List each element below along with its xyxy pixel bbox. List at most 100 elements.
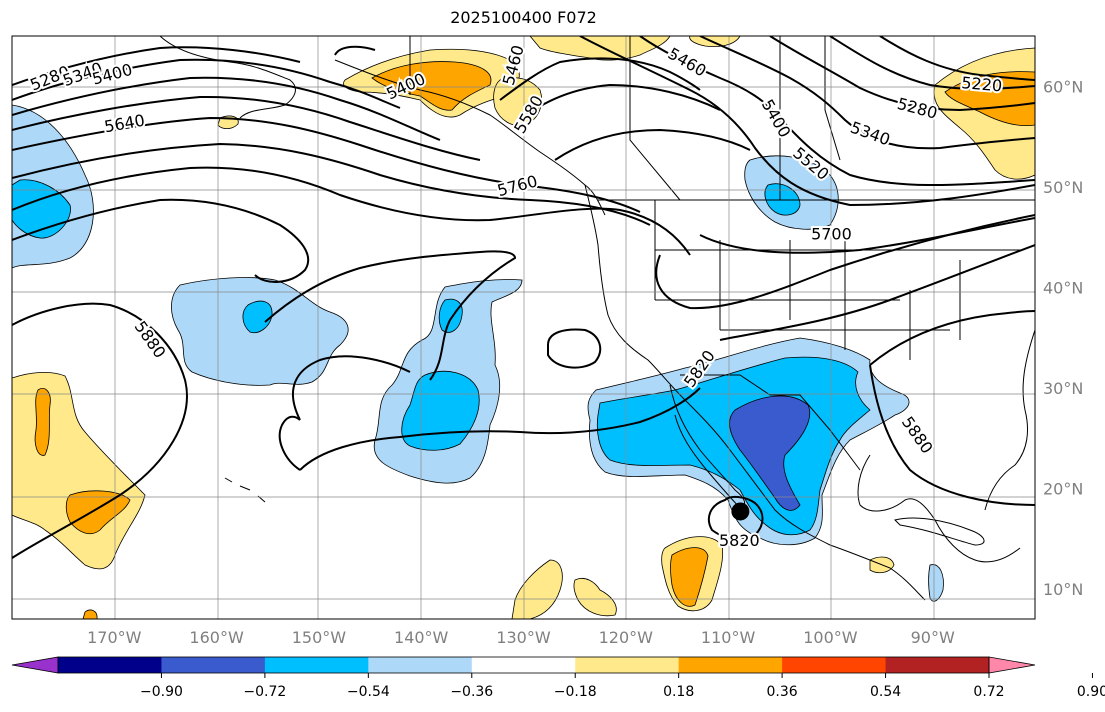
latitude-tick-label: 30°N xyxy=(1043,379,1083,398)
state-border xyxy=(654,200,1020,360)
map-frame xyxy=(11,35,1036,620)
storm-center-marker xyxy=(731,502,750,521)
latitude-labels: 60°N 50°N 40°N 30°N 20°N 10°N xyxy=(1043,77,1083,599)
latitude-tick-label: 40°N xyxy=(1043,278,1083,297)
negative-anomaly-region xyxy=(242,300,273,334)
contour-line xyxy=(719,244,1035,341)
colorbar-tick-label: 0.54 xyxy=(870,684,901,700)
colorbar-segment xyxy=(782,657,887,673)
negative-anomaly-region xyxy=(729,395,811,511)
contour-line xyxy=(879,36,1035,81)
baja-coastline xyxy=(669,384,746,509)
contour-label: 5220 xyxy=(961,73,1003,95)
positive-anomaly-region xyxy=(371,61,492,111)
positive-anomaly-region xyxy=(670,547,709,607)
colorbar-segment xyxy=(885,657,990,673)
longitude-tick-label: 90°W xyxy=(911,628,955,647)
colorbar-segment xyxy=(575,657,680,673)
contour-line xyxy=(12,116,641,213)
contour-line xyxy=(12,166,691,256)
contour-line xyxy=(554,128,751,161)
colorbar-tick-label: −0.90 xyxy=(140,684,183,700)
longitude-tick-label: 160°W xyxy=(189,628,244,647)
contour-line xyxy=(829,36,1035,90)
colorbar-segment xyxy=(264,657,369,673)
gulf-coastline xyxy=(857,454,1021,563)
contour-line xyxy=(291,355,411,421)
colorbar-tick-label: −0.36 xyxy=(450,684,493,700)
negative-anomaly-region xyxy=(928,564,944,602)
contour-line xyxy=(334,45,701,101)
longitude-tick-label: 170°W xyxy=(87,628,142,647)
positive-anomaly-region xyxy=(82,609,98,619)
colorbar-tick-label: −0.18 xyxy=(554,684,597,700)
contour-line xyxy=(12,76,441,141)
canada-coastline xyxy=(584,184,926,601)
colorbar-segment xyxy=(161,657,266,673)
colorbar-tick-label: 0.18 xyxy=(663,684,694,700)
positive-anomaly-region xyxy=(573,577,617,617)
colorbar-tick-label: 0.72 xyxy=(973,684,1004,700)
latitude-tick-label: 10°N xyxy=(1043,580,1083,599)
contour-line xyxy=(639,36,1035,186)
contour-line xyxy=(769,36,1035,112)
height-contours xyxy=(12,36,1035,559)
contour-line xyxy=(699,217,1035,254)
negative-anomaly-region xyxy=(764,183,801,216)
positive-anomaly-region xyxy=(65,490,131,535)
colorbar-tick-label: 0.36 xyxy=(767,684,798,700)
longitude-tick-label: 120°W xyxy=(599,628,654,647)
contour-line xyxy=(519,83,721,121)
contour-line xyxy=(299,387,701,471)
colorbar-extend-high xyxy=(988,656,1036,674)
contour-line xyxy=(12,95,481,161)
positive-anomaly-region xyxy=(511,559,563,619)
colorbar-tick-label: −0.72 xyxy=(243,684,286,700)
east-coastline xyxy=(984,329,1035,511)
contour-line xyxy=(12,58,401,109)
positive-anomaly-region xyxy=(34,388,51,456)
contour-line xyxy=(12,302,188,559)
contour-line xyxy=(869,310,1035,366)
longitude-tick-label: 130°W xyxy=(496,628,551,647)
contour-line xyxy=(579,36,1035,207)
contour-line xyxy=(264,250,517,381)
contour-line xyxy=(278,415,301,471)
border-us-mexico xyxy=(680,374,861,471)
negative-anomaly-region xyxy=(438,298,463,333)
colorbar: −0.90 −0.72 −0.54 −0.36 −0.18 0.18 0.36 0.54 0.7… xyxy=(11,656,1105,700)
colorbar-segment xyxy=(678,657,783,673)
contour-label: 5820 xyxy=(719,531,760,550)
longitude-tick-label: 100°W xyxy=(803,628,858,647)
contour-line xyxy=(707,495,764,540)
longitude-tick-label: 150°W xyxy=(292,628,347,647)
contour-line xyxy=(699,36,1035,150)
contour-line xyxy=(547,328,602,369)
graticule xyxy=(12,36,1035,619)
map-title: 2025100400 F072 xyxy=(450,8,597,27)
positive-anomaly-region xyxy=(689,36,741,47)
contour-line xyxy=(12,142,651,226)
latitude-tick-label: 20°N xyxy=(1043,479,1083,498)
longitude-labels: 170°W 160°W 150°W 140°W 130°W 120°W 110°W 100°W… xyxy=(87,628,955,647)
contour-line xyxy=(869,364,1035,506)
positive-anomaly-region xyxy=(529,36,671,61)
longitude-tick-label: 110°W xyxy=(701,628,756,647)
colorbar-frame xyxy=(57,656,990,674)
contour-line xyxy=(12,46,301,86)
colorbar-segment xyxy=(58,657,162,673)
colorbar-segment xyxy=(368,657,473,673)
colorbar-extend-low xyxy=(11,656,59,674)
latitude-tick-label: 60°N xyxy=(1043,77,1083,96)
colorbar-segment xyxy=(471,657,576,673)
coastlines xyxy=(159,36,1035,601)
contour-label: 5700 xyxy=(811,225,852,244)
latitude-tick-label: 50°N xyxy=(1043,178,1083,197)
colorbar-tick-label: −0.54 xyxy=(347,684,390,700)
longitude-tick-label: 140°W xyxy=(394,628,449,647)
colorbar-tick-label: 0.90 xyxy=(1077,684,1105,700)
cuba xyxy=(894,517,985,546)
contour-line xyxy=(12,198,310,283)
